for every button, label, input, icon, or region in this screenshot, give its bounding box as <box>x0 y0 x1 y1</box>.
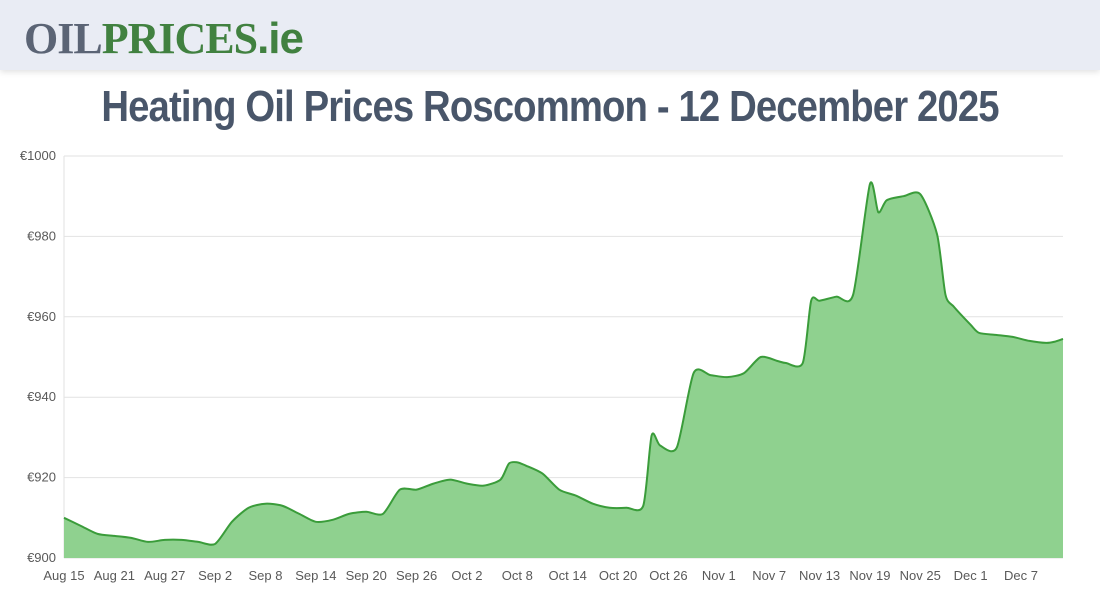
svg-text:Aug 15: Aug 15 <box>43 568 84 583</box>
svg-text:Sep 8: Sep 8 <box>248 568 282 583</box>
svg-text:Dec 7: Dec 7 <box>1004 568 1038 583</box>
svg-text:Sep 14: Sep 14 <box>295 568 336 583</box>
svg-text:Oct 20: Oct 20 <box>599 568 637 583</box>
svg-text:Oct 26: Oct 26 <box>649 568 687 583</box>
svg-text:€940: €940 <box>27 389 56 404</box>
svg-text:Oct 8: Oct 8 <box>502 568 533 583</box>
svg-text:Nov 25: Nov 25 <box>900 568 941 583</box>
svg-text:Nov 19: Nov 19 <box>849 568 890 583</box>
svg-text:Nov 13: Nov 13 <box>799 568 840 583</box>
svg-text:Nov 7: Nov 7 <box>752 568 786 583</box>
svg-text:€920: €920 <box>27 470 56 485</box>
svg-text:Sep 20: Sep 20 <box>346 568 387 583</box>
svg-text:€900: €900 <box>27 550 56 565</box>
svg-text:Sep 26: Sep 26 <box>396 568 437 583</box>
svg-text:Sep 2: Sep 2 <box>198 568 232 583</box>
svg-text:€960: €960 <box>27 309 56 324</box>
svg-text:Aug 21: Aug 21 <box>94 568 135 583</box>
svg-text:€980: €980 <box>27 228 56 243</box>
svg-text:Aug 27: Aug 27 <box>144 568 185 583</box>
svg-text:€1000: €1000 <box>20 150 56 163</box>
svg-text:Dec 1: Dec 1 <box>954 568 988 583</box>
svg-text:Oct 14: Oct 14 <box>549 568 587 583</box>
svg-text:Nov 1: Nov 1 <box>702 568 736 583</box>
svg-text:Oct 2: Oct 2 <box>451 568 482 583</box>
